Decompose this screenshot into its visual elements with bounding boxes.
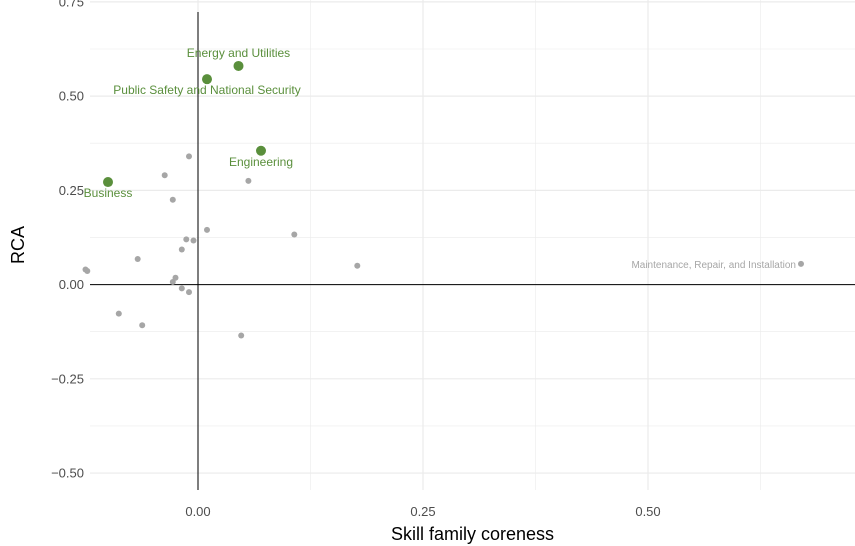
scatter-point [178,285,185,292]
data-points [82,60,804,339]
point-label: Energy and Utilities [187,46,290,60]
zero-axis-lines [90,12,855,490]
y-tick-label: −0.25 [51,371,84,386]
point-label: Business [84,186,133,200]
point-label: Maintenance, Repair, and Installation [631,260,796,271]
y-tick-label: 0.25 [59,183,84,198]
scatter-point [186,289,192,296]
point-labels: Maintenance, Repair, and Installation Ene… [84,46,796,271]
minor-gridlines [90,0,855,490]
scatter-point [798,260,804,267]
scatter-point [204,226,210,233]
y-tick-label: 0.00 [59,277,84,292]
highlighted-point [103,177,113,188]
highlighted-point [256,145,266,156]
scatter-point [291,231,298,238]
scatter-point [161,172,168,179]
scatter-point [354,262,361,269]
scatter-point [186,153,192,160]
y-tick-label: −0.50 [51,466,84,481]
scatter-point [238,332,245,339]
point-label: Engineering [229,155,293,169]
y-axis-tick-labels: −0.50 −0.25 0.00 0.25 0.50 0.75 [51,0,84,481]
scatter-point [115,310,122,317]
x-axis-tick-labels: 0.00 0.25 0.50 [185,504,660,519]
y-tick-label: 0.50 [59,89,84,104]
scatter-point [139,322,146,329]
scatter-point [178,246,185,253]
x-axis-title: Skill family coreness [391,524,554,544]
scatter-point [169,196,176,203]
x-tick-label: 0.25 [410,504,435,519]
y-axis-title: RCA [8,226,28,264]
y-tick-label: 0.75 [59,0,84,9]
point-label: Public Safety and National Security [113,83,300,97]
x-tick-label: 0.00 [185,504,210,519]
major-gridlines [90,0,855,490]
highlighted-point [202,74,212,85]
scatter-point [169,278,176,285]
scatter-point [134,255,141,262]
scatter-point [190,237,197,244]
scatter-point [245,177,252,184]
scatter-point [84,268,91,275]
highlighted-point [233,60,244,71]
scatter-point [183,236,190,243]
x-tick-label: 0.50 [635,504,660,519]
